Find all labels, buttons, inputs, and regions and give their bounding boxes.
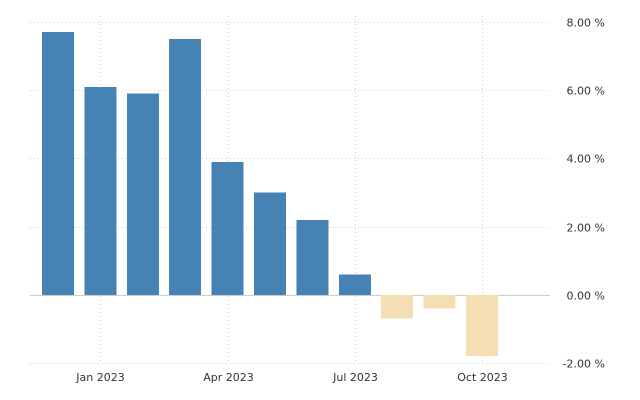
bar-jun-2023	[296, 219, 329, 295]
x-tick-label: Oct 2023	[457, 371, 508, 384]
bar-jan-2023	[84, 86, 117, 295]
bars	[42, 32, 498, 357]
bar-may-2023	[254, 192, 286, 295]
x-tick-label: Jul 2023	[332, 371, 378, 384]
bar-jul-2023	[338, 274, 371, 295]
bar-sep-2023	[423, 294, 456, 309]
y-tick-label: 6.00 %	[567, 85, 605, 98]
y-tick-label: 4.00 %	[567, 153, 605, 166]
bar-dec-2022	[42, 32, 74, 295]
y-axis: 8.00 % 6.00 % 4.00 % 2.00 % 0.00 % -2.00 %	[563, 17, 605, 371]
bar-feb-2023	[126, 93, 159, 295]
bar-apr-2023	[211, 161, 244, 295]
y-tick-label: 8.00 %	[567, 17, 605, 30]
x-axis: Jan 2023 Apr 2023 Jul 2023 Oct 2023	[75, 371, 507, 384]
y-tick-label: -2.00 %	[563, 358, 605, 371]
bar-oct-2023	[466, 294, 498, 357]
x-tick-label: Jan 2023	[75, 371, 124, 384]
bar-mar-2023	[169, 39, 202, 295]
y-tick-label: 2.00 %	[567, 222, 605, 235]
grid-lines	[30, 16, 550, 364]
x-tick-label: Apr 2023	[203, 371, 254, 384]
bar-aug-2023	[381, 294, 414, 319]
y-tick-label: 0.00 %	[567, 290, 605, 303]
